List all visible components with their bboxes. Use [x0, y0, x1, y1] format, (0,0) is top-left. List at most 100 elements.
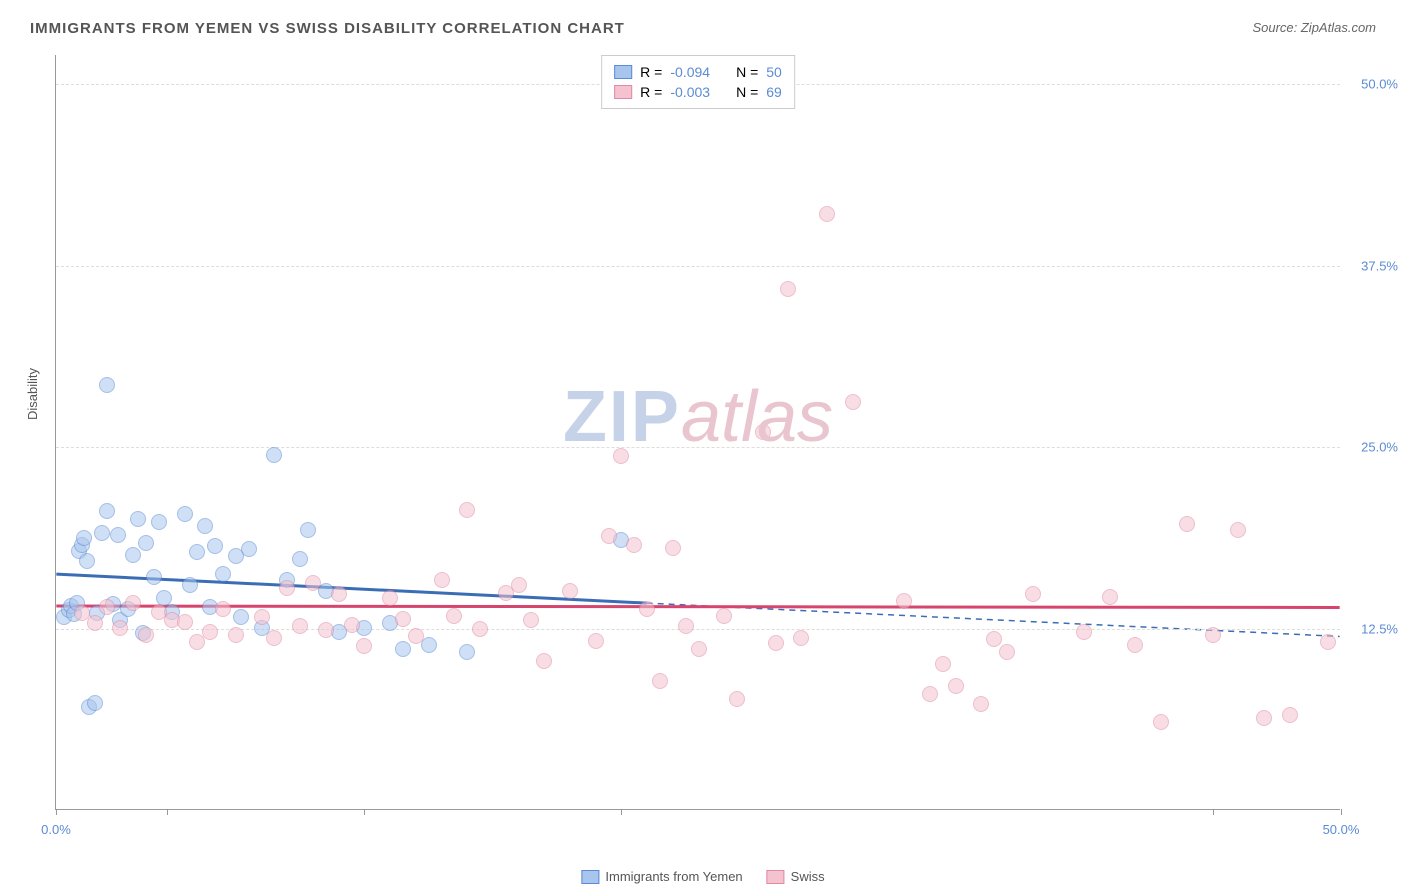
- scatter-point-swiss: [99, 599, 115, 615]
- chart-title: IMMIGRANTS FROM YEMEN VS SWISS DISABILIT…: [30, 20, 1376, 37]
- legend-n-prefix: N =: [736, 64, 758, 80]
- scatter-point-swiss: [523, 612, 539, 628]
- scatter-point-swiss: [1153, 714, 1169, 730]
- scatter-point-swiss: [215, 601, 231, 617]
- scatter-point-swiss: [177, 614, 193, 630]
- scatter-point-yemen: [99, 377, 115, 393]
- scatter-point-yemen: [395, 641, 411, 657]
- scatter-point-swiss: [292, 618, 308, 634]
- xtick-label: 0.0%: [41, 822, 71, 837]
- scatter-point-swiss: [652, 673, 668, 689]
- scatter-point-swiss: [1205, 627, 1221, 643]
- scatter-point-swiss: [588, 633, 604, 649]
- scatter-point-swiss: [536, 653, 552, 669]
- legend-r-prefix: R =: [640, 64, 662, 80]
- scatter-point-swiss: [1076, 624, 1092, 640]
- scatter-point-swiss: [768, 635, 784, 651]
- scatter-point-swiss: [279, 580, 295, 596]
- scatter-point-swiss: [716, 608, 732, 624]
- scatter-point-swiss: [780, 281, 796, 297]
- scatter-point-swiss: [639, 601, 655, 617]
- scatter-point-swiss: [318, 622, 334, 638]
- legend-r-value: -0.003: [670, 84, 710, 100]
- legend-swatch: [581, 870, 599, 884]
- scatter-point-swiss: [472, 621, 488, 637]
- correlation-legend: R =-0.094N =50R =-0.003N =69: [601, 55, 795, 109]
- scatter-point-swiss: [1025, 586, 1041, 602]
- scatter-point-swiss: [1179, 516, 1195, 532]
- scatter-point-swiss: [434, 572, 450, 588]
- legend-item-yemen: Immigrants from Yemen: [581, 869, 742, 884]
- scatter-point-swiss: [755, 424, 771, 440]
- legend-row-swiss: R =-0.003N =69: [614, 82, 782, 102]
- scatter-point-swiss: [896, 593, 912, 609]
- scatter-point-swiss: [999, 644, 1015, 660]
- xtick: [56, 809, 57, 815]
- scatter-point-yemen: [233, 609, 249, 625]
- scatter-point-swiss: [601, 528, 617, 544]
- scatter-point-yemen: [207, 538, 223, 554]
- legend-label: Swiss: [791, 869, 825, 884]
- scatter-point-swiss: [845, 394, 861, 410]
- scatter-point-swiss: [562, 583, 578, 599]
- legend-n-value: 50: [766, 64, 782, 80]
- scatter-point-swiss: [922, 686, 938, 702]
- scatter-point-swiss: [1320, 634, 1336, 650]
- scatter-point-swiss: [228, 627, 244, 643]
- source-label: Source: ZipAtlas.com: [1252, 20, 1376, 35]
- scatter-point-swiss: [112, 620, 128, 636]
- series-legend: Immigrants from Yemen Swiss: [581, 869, 824, 884]
- scatter-point-yemen: [300, 522, 316, 538]
- legend-swatch: [767, 870, 785, 884]
- legend-n-value: 69: [766, 84, 782, 100]
- scatter-point-yemen: [177, 506, 193, 522]
- trendline-swiss: [56, 606, 1339, 607]
- scatter-point-yemen: [125, 547, 141, 563]
- scatter-point-yemen: [459, 644, 475, 660]
- scatter-point-swiss: [986, 631, 1002, 647]
- scatter-point-swiss: [446, 608, 462, 624]
- scatter-point-swiss: [266, 630, 282, 646]
- scatter-point-yemen: [292, 551, 308, 567]
- legend-swatch: [614, 85, 632, 99]
- scatter-point-yemen: [189, 544, 205, 560]
- trend-lines: [56, 55, 1340, 809]
- scatter-point-swiss: [948, 678, 964, 694]
- scatter-point-swiss: [1230, 522, 1246, 538]
- scatter-point-swiss: [138, 627, 154, 643]
- scatter-point-yemen: [266, 447, 282, 463]
- xtick: [1213, 809, 1214, 815]
- ytick-label: 50.0%: [1361, 77, 1398, 92]
- scatter-point-swiss: [935, 656, 951, 672]
- scatter-point-swiss: [1102, 589, 1118, 605]
- scatter-point-yemen: [151, 514, 167, 530]
- ytick-label: 37.5%: [1361, 258, 1398, 273]
- scatter-point-yemen: [215, 566, 231, 582]
- legend-item-swiss: Swiss: [767, 869, 825, 884]
- scatter-point-yemen: [87, 695, 103, 711]
- scatter-point-swiss: [665, 540, 681, 556]
- scatter-point-swiss: [382, 590, 398, 606]
- scatter-point-swiss: [254, 609, 270, 625]
- scatter-point-swiss: [331, 586, 347, 602]
- scatter-point-swiss: [613, 448, 629, 464]
- scatter-point-yemen: [79, 553, 95, 569]
- scatter-point-swiss: [729, 691, 745, 707]
- scatter-point-swiss: [305, 575, 321, 591]
- scatter-point-swiss: [356, 638, 372, 654]
- legend-swatch: [614, 65, 632, 79]
- xtick-label: 50.0%: [1323, 822, 1360, 837]
- scatter-point-swiss: [1282, 707, 1298, 723]
- scatter-point-swiss: [1256, 710, 1272, 726]
- scatter-point-swiss: [511, 577, 527, 593]
- scatter-point-swiss: [395, 611, 411, 627]
- scatter-point-yemen: [197, 518, 213, 534]
- xtick: [621, 809, 622, 815]
- scatter-point-yemen: [130, 511, 146, 527]
- ytick-label: 25.0%: [1361, 440, 1398, 455]
- scatter-point-swiss: [793, 630, 809, 646]
- scatter-point-yemen: [76, 530, 92, 546]
- scatter-point-swiss: [344, 617, 360, 633]
- scatter-point-swiss: [125, 595, 141, 611]
- scatter-point-yemen: [110, 527, 126, 543]
